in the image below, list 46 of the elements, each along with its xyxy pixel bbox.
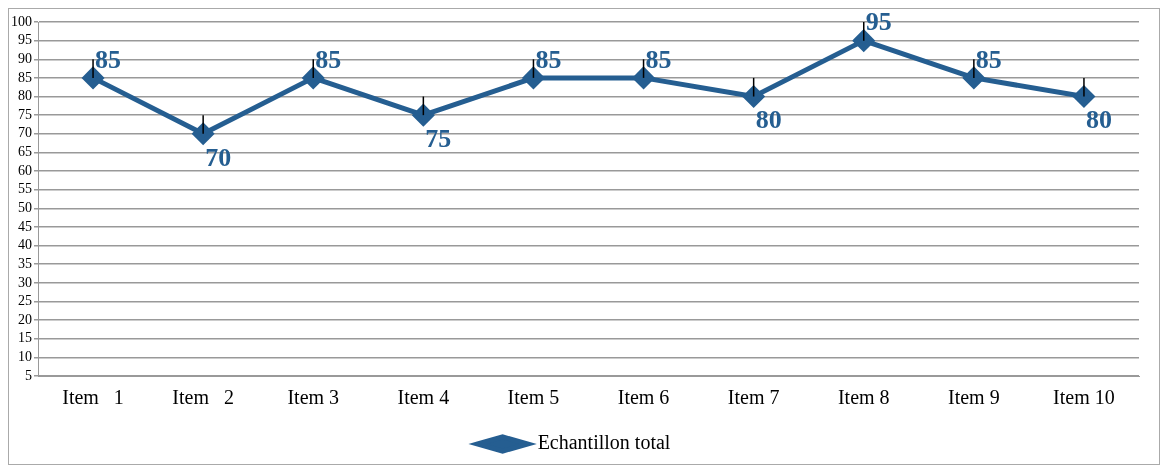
- data-label: 85: [315, 44, 342, 74]
- y-tick-label: 55: [18, 181, 32, 197]
- x-tick-label: Item 10: [1053, 386, 1115, 409]
- data-label: 85: [95, 44, 122, 74]
- point: [412, 104, 434, 126]
- x-tick-label: Item 4: [397, 386, 450, 409]
- y-tick-label: 35: [18, 255, 32, 271]
- data-label: 70: [205, 142, 232, 172]
- y-tick-label: 10: [18, 349, 32, 365]
- y-tick-label: 65: [18, 144, 32, 160]
- x-tick-label: Item 3: [287, 386, 340, 409]
- x-tick-label: Item 5: [507, 386, 560, 409]
- y-tick-label: 70: [18, 125, 32, 141]
- data-label: 85: [975, 44, 1002, 74]
- y-tick-label: 40: [18, 237, 32, 253]
- data-label: 80: [755, 105, 782, 135]
- point: [743, 86, 765, 108]
- y-tick-label: 75: [18, 106, 32, 122]
- point: [633, 67, 655, 89]
- data-label: 80: [1085, 105, 1112, 135]
- x-tick-label: Item 9: [948, 386, 1000, 409]
- data-label: 85: [645, 44, 672, 74]
- y-tick-label: 25: [18, 293, 32, 309]
- data-label: 75: [425, 123, 452, 153]
- y-tick-label: 30: [18, 274, 32, 290]
- y-tick-label: 15: [18, 330, 32, 346]
- x-tick-label: Item 2: [172, 386, 234, 409]
- y-tick-label: 50: [18, 199, 32, 215]
- x-tick-label: Item 8: [837, 386, 890, 409]
- y-tick-label: 85: [18, 69, 32, 85]
- point: [302, 67, 324, 89]
- x-tick-label: Item 7: [727, 386, 780, 409]
- data-label: 95: [865, 7, 892, 37]
- y-tick-label: 80: [18, 88, 32, 104]
- y-tick-label: 100: [11, 13, 32, 29]
- y-tick-label: 90: [18, 50, 32, 66]
- y-tick-label: 45: [18, 218, 32, 234]
- y-tick-label: 95: [18, 32, 32, 48]
- x-tick-label: Item 6: [617, 386, 670, 409]
- x-tick-label: Item 1: [62, 386, 124, 409]
- data-label: 85: [535, 44, 562, 74]
- point: [522, 67, 544, 89]
- y-tick-label: 20: [18, 311, 32, 327]
- y-tick-label: 60: [18, 162, 32, 178]
- legend-label: Echantillon total: [537, 431, 671, 454]
- y-tick-label: 5: [25, 367, 32, 383]
